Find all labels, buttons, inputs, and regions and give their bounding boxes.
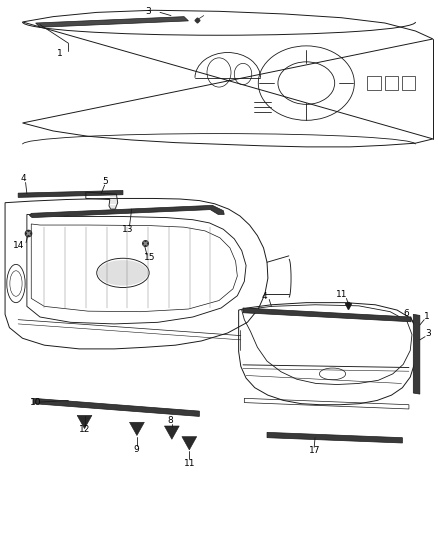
- Text: 17: 17: [309, 447, 321, 456]
- Polygon shape: [413, 314, 420, 394]
- Polygon shape: [243, 308, 411, 322]
- Text: 1: 1: [57, 50, 63, 58]
- Text: 12: 12: [79, 425, 90, 434]
- Polygon shape: [29, 205, 224, 217]
- Text: 3: 3: [145, 7, 151, 17]
- Text: 4: 4: [262, 292, 268, 301]
- Text: 6: 6: [404, 309, 410, 318]
- Text: 11: 11: [184, 459, 195, 467]
- Text: 10: 10: [30, 398, 41, 407]
- Text: 1: 1: [424, 312, 429, 321]
- Text: 9: 9: [133, 446, 139, 455]
- Polygon shape: [35, 17, 188, 27]
- Polygon shape: [130, 422, 145, 435]
- Polygon shape: [33, 398, 199, 416]
- Polygon shape: [18, 190, 123, 197]
- Polygon shape: [77, 415, 92, 429]
- Polygon shape: [267, 432, 403, 443]
- Ellipse shape: [98, 260, 148, 286]
- Text: 11: 11: [336, 290, 348, 299]
- Text: 4: 4: [21, 174, 26, 183]
- Text: 13: 13: [123, 225, 134, 234]
- Text: 14: 14: [12, 241, 24, 250]
- Text: 15: 15: [144, 254, 156, 262]
- Text: 5: 5: [102, 177, 108, 186]
- Text: 3: 3: [425, 329, 431, 338]
- Text: 8: 8: [167, 416, 173, 425]
- Polygon shape: [182, 437, 197, 450]
- Polygon shape: [164, 426, 179, 439]
